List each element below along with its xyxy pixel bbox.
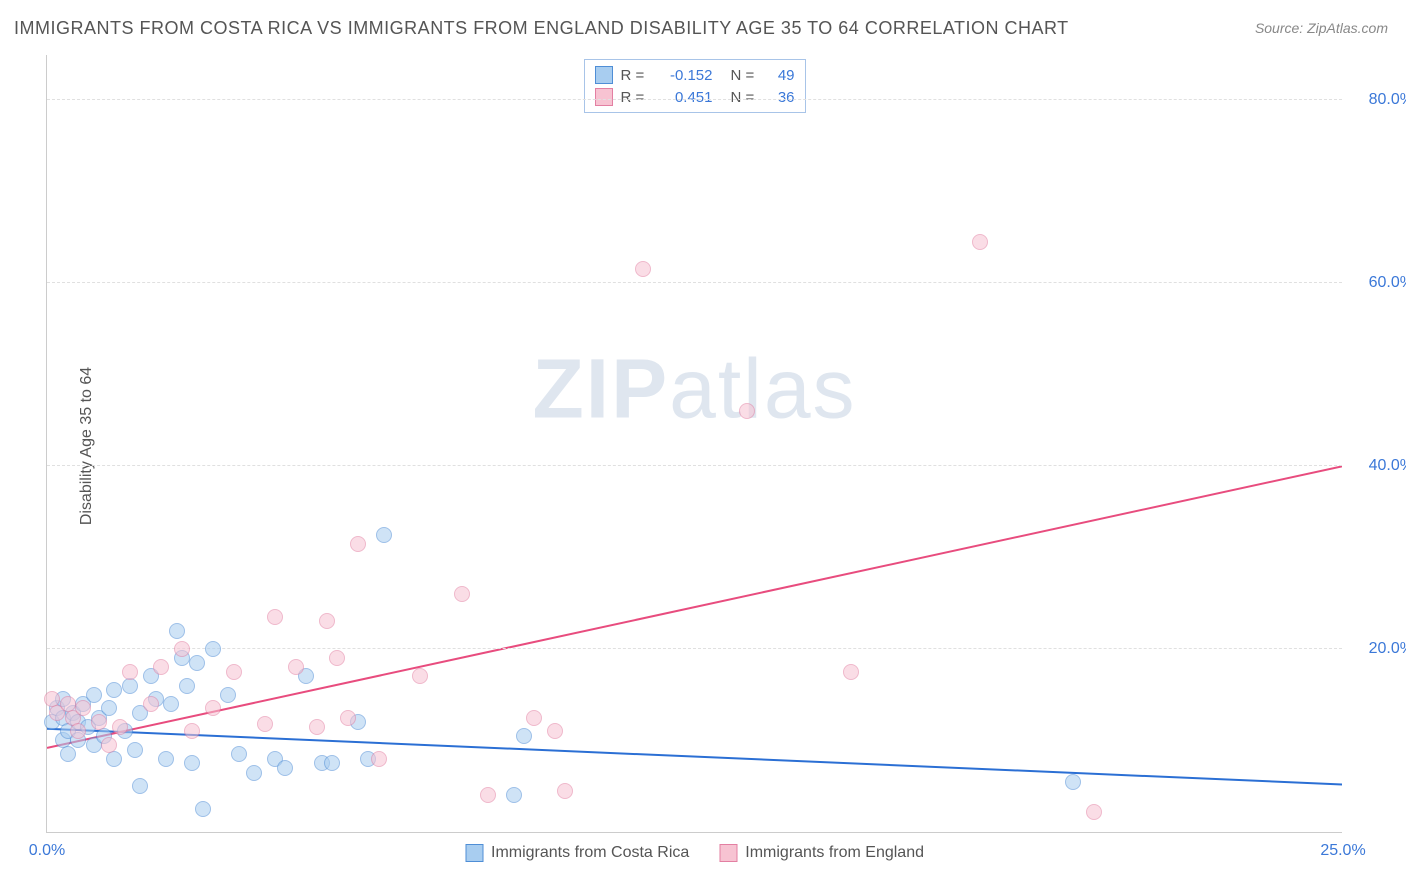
scatter-point xyxy=(122,678,138,694)
scatter-point xyxy=(91,714,107,730)
scatter-point xyxy=(972,234,988,250)
scatter-point xyxy=(101,700,117,716)
scatter-point xyxy=(127,742,143,758)
y-tick-label: 80.0% xyxy=(1349,91,1406,109)
scatter-point xyxy=(226,664,242,680)
scatter-point xyxy=(516,728,532,744)
legend-swatch xyxy=(595,88,613,106)
scatter-point xyxy=(288,659,304,675)
scatter-point xyxy=(86,687,102,703)
scatter-point xyxy=(267,609,283,625)
scatter-point xyxy=(205,700,221,716)
series-legend-item: Immigrants from England xyxy=(719,844,924,862)
gridline xyxy=(47,282,1342,283)
trend-line xyxy=(47,466,1342,748)
watermark: ZIPatlas xyxy=(532,341,856,438)
stat-r-value: 0.451 xyxy=(657,89,713,106)
scatter-point xyxy=(60,746,76,762)
stat-n-label: N = xyxy=(731,89,759,106)
scatter-point xyxy=(101,737,117,753)
scatter-point xyxy=(376,527,392,543)
chart-title: IMMIGRANTS FROM COSTA RICA VS IMMIGRANTS… xyxy=(14,18,1069,39)
scatter-point xyxy=(557,783,573,799)
stat-n-label: N = xyxy=(731,67,759,84)
scatter-point xyxy=(205,641,221,657)
scatter-point xyxy=(143,696,159,712)
y-tick-label: 40.0% xyxy=(1349,457,1406,475)
scatter-point xyxy=(220,687,236,703)
stat-r-label: R = xyxy=(621,67,649,84)
scatter-point xyxy=(184,723,200,739)
scatter-point xyxy=(158,751,174,767)
stat-r-value: -0.152 xyxy=(657,67,713,84)
trend-lines xyxy=(47,55,1342,832)
scatter-point xyxy=(319,613,335,629)
scatter-point xyxy=(106,751,122,767)
scatter-point xyxy=(174,641,190,657)
scatter-point xyxy=(739,403,755,419)
legend-swatch xyxy=(465,844,483,862)
scatter-point xyxy=(329,650,345,666)
scatter-point xyxy=(132,778,148,794)
scatter-point xyxy=(184,755,200,771)
correlation-legend-row: R = 0.451 N = 36 xyxy=(595,86,795,108)
scatter-point xyxy=(309,719,325,735)
scatter-point xyxy=(106,682,122,698)
gridline xyxy=(47,99,1342,100)
y-tick-label: 20.0% xyxy=(1349,640,1406,658)
correlation-legend-row: R = -0.152 N = 49 xyxy=(595,64,795,86)
x-tick-label: 25.0% xyxy=(1320,842,1365,860)
x-tick-label: 0.0% xyxy=(29,842,65,860)
chart-container: IMMIGRANTS FROM COSTA RICA VS IMMIGRANTS… xyxy=(0,0,1406,892)
legend-swatch xyxy=(719,844,737,862)
gridline xyxy=(47,648,1342,649)
scatter-point xyxy=(324,755,340,771)
scatter-point xyxy=(843,664,859,680)
scatter-point xyxy=(179,678,195,694)
gridline xyxy=(47,465,1342,466)
stat-r-label: R = xyxy=(621,89,649,106)
stat-n-value: 49 xyxy=(767,67,795,84)
series-legend-label: Immigrants from Costa Rica xyxy=(491,844,689,862)
scatter-point xyxy=(122,664,138,680)
scatter-point xyxy=(1086,804,1102,820)
scatter-point xyxy=(635,261,651,277)
scatter-point xyxy=(480,787,496,803)
source-attribution: Source: ZipAtlas.com xyxy=(1255,20,1388,36)
scatter-point xyxy=(231,746,247,762)
scatter-point xyxy=(371,751,387,767)
series-legend: Immigrants from Costa Rica Immigrants fro… xyxy=(465,844,924,862)
scatter-point xyxy=(547,723,563,739)
scatter-point xyxy=(526,710,542,726)
y-tick-label: 60.0% xyxy=(1349,274,1406,292)
scatter-point xyxy=(189,655,205,671)
legend-swatch xyxy=(595,66,613,84)
scatter-point xyxy=(1065,774,1081,790)
scatter-point xyxy=(277,760,293,776)
plot-area: ZIPatlas R =-0.152N =49R =0.451N =36 Imm… xyxy=(46,55,1342,833)
stat-n-value: 36 xyxy=(767,89,795,106)
scatter-point xyxy=(412,668,428,684)
scatter-point xyxy=(246,765,262,781)
scatter-point xyxy=(340,710,356,726)
series-legend-label: Immigrants from England xyxy=(745,844,924,862)
scatter-point xyxy=(257,716,273,732)
scatter-point xyxy=(350,536,366,552)
series-legend-item: Immigrants from Costa Rica xyxy=(465,844,689,862)
correlation-legend: R = -0.152 N = 49 R = 0.451 N = 36 xyxy=(584,59,806,113)
scatter-point xyxy=(75,700,91,716)
scatter-point xyxy=(163,696,179,712)
scatter-point xyxy=(195,801,211,817)
scatter-point xyxy=(112,719,128,735)
scatter-point xyxy=(153,659,169,675)
scatter-point xyxy=(454,586,470,602)
scatter-point xyxy=(506,787,522,803)
scatter-point xyxy=(169,623,185,639)
scatter-point xyxy=(70,723,86,739)
